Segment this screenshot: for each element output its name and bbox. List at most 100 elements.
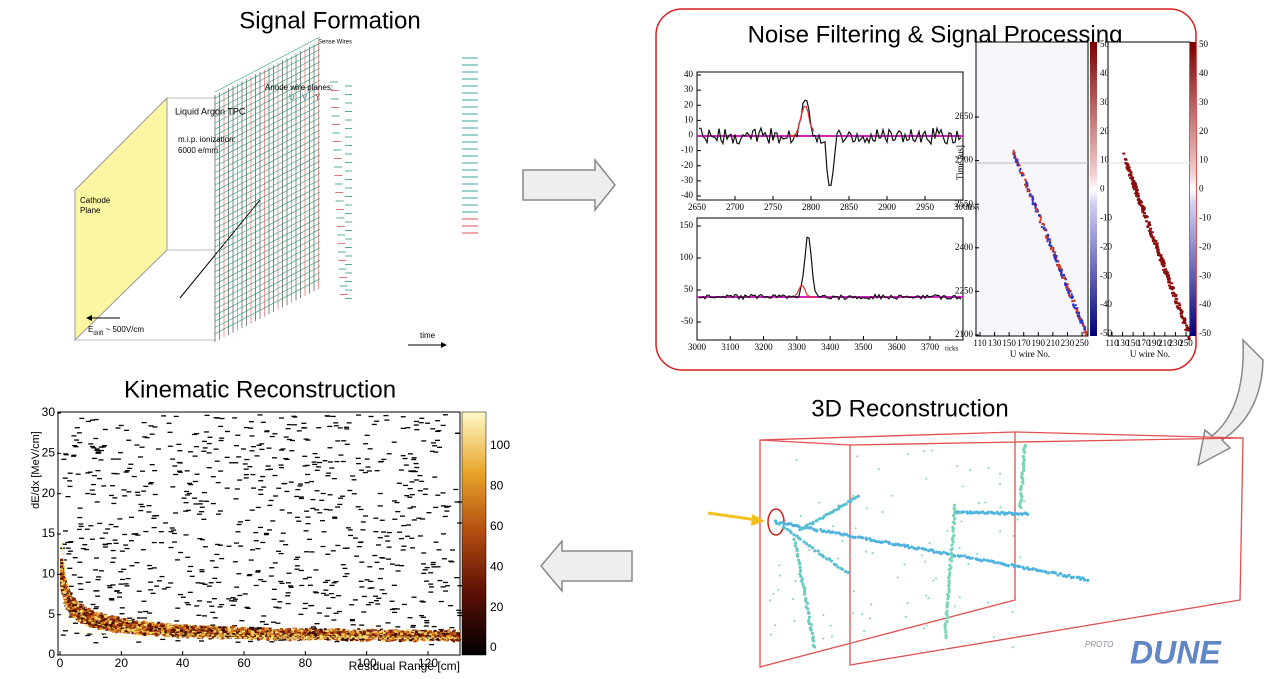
bin xyxy=(103,532,108,533)
bin xyxy=(417,475,422,476)
bin xyxy=(197,600,202,601)
bin xyxy=(122,495,127,496)
wire xyxy=(215,118,320,173)
bin xyxy=(280,583,285,584)
bin xyxy=(181,597,186,598)
bin xyxy=(113,526,118,527)
bin xyxy=(147,612,152,613)
bin xyxy=(190,576,195,577)
bin xyxy=(213,567,218,568)
bin xyxy=(163,522,168,523)
axis-label: U wire No. xyxy=(1130,349,1170,359)
bin xyxy=(159,576,164,577)
bin xyxy=(273,562,278,563)
bin xyxy=(61,634,66,635)
bin xyxy=(436,430,441,431)
bin xyxy=(93,438,98,439)
bin xyxy=(256,507,261,508)
bin xyxy=(108,587,113,588)
bin xyxy=(295,517,300,518)
bin xyxy=(147,505,152,506)
bin xyxy=(376,544,381,545)
bin xyxy=(124,585,129,586)
bin xyxy=(134,562,139,563)
wire xyxy=(215,155,320,210)
bin xyxy=(120,613,125,614)
bin xyxy=(335,506,340,507)
bin xyxy=(272,457,277,458)
bin xyxy=(170,486,175,487)
bin xyxy=(142,422,147,423)
bin xyxy=(286,603,291,604)
bin xyxy=(270,436,275,437)
bin xyxy=(201,519,206,520)
bin xyxy=(390,601,395,602)
arrowhead xyxy=(751,514,765,526)
bin xyxy=(219,440,224,441)
wire xyxy=(215,235,320,290)
bin xyxy=(72,574,77,575)
bin xyxy=(309,551,314,552)
bin xyxy=(147,565,152,566)
bin xyxy=(405,536,410,537)
bin xyxy=(109,599,114,600)
bin xyxy=(293,638,296,640)
bin xyxy=(418,490,423,491)
bin xyxy=(176,444,181,445)
bin xyxy=(429,630,432,632)
bin xyxy=(419,418,424,419)
bin xyxy=(304,551,309,552)
label: Sense Wires xyxy=(318,40,352,46)
bin xyxy=(97,478,102,479)
bin xyxy=(143,531,148,532)
bin xyxy=(235,531,240,532)
bin xyxy=(414,463,419,464)
bin xyxy=(387,532,392,533)
bin xyxy=(125,548,130,549)
bin xyxy=(294,496,299,497)
bin xyxy=(448,561,453,562)
arrowhead xyxy=(441,342,447,348)
bin xyxy=(301,423,306,424)
bin xyxy=(95,470,100,471)
bin xyxy=(166,423,171,424)
bin xyxy=(419,422,424,423)
bin xyxy=(109,495,114,496)
bin xyxy=(443,516,448,517)
bin xyxy=(90,446,95,447)
bin xyxy=(381,459,386,460)
bin xyxy=(401,428,406,429)
bin xyxy=(142,617,147,618)
bin xyxy=(236,573,241,574)
bin xyxy=(312,464,317,465)
bin xyxy=(317,612,322,613)
bin xyxy=(213,617,218,618)
bin xyxy=(85,493,90,494)
bin xyxy=(111,458,116,459)
bin xyxy=(304,530,309,531)
bin xyxy=(400,515,405,516)
bin xyxy=(309,605,314,606)
bin xyxy=(323,582,328,583)
bin xyxy=(168,432,173,433)
bin xyxy=(160,639,165,640)
bin xyxy=(177,450,182,451)
bin xyxy=(211,503,216,504)
bin xyxy=(374,421,379,422)
label: 6000 e/mm xyxy=(178,146,218,155)
bin xyxy=(320,520,325,521)
bin xyxy=(424,622,429,623)
bin xyxy=(255,571,260,572)
bin xyxy=(216,513,221,514)
bin xyxy=(140,447,145,448)
bin xyxy=(345,547,350,548)
bin xyxy=(410,626,415,627)
wire xyxy=(215,279,320,334)
bin xyxy=(329,593,334,594)
bin xyxy=(324,594,329,595)
bin xyxy=(124,471,129,472)
bin xyxy=(315,623,320,624)
bin xyxy=(313,569,318,570)
bin xyxy=(103,544,108,545)
bin xyxy=(356,458,361,459)
